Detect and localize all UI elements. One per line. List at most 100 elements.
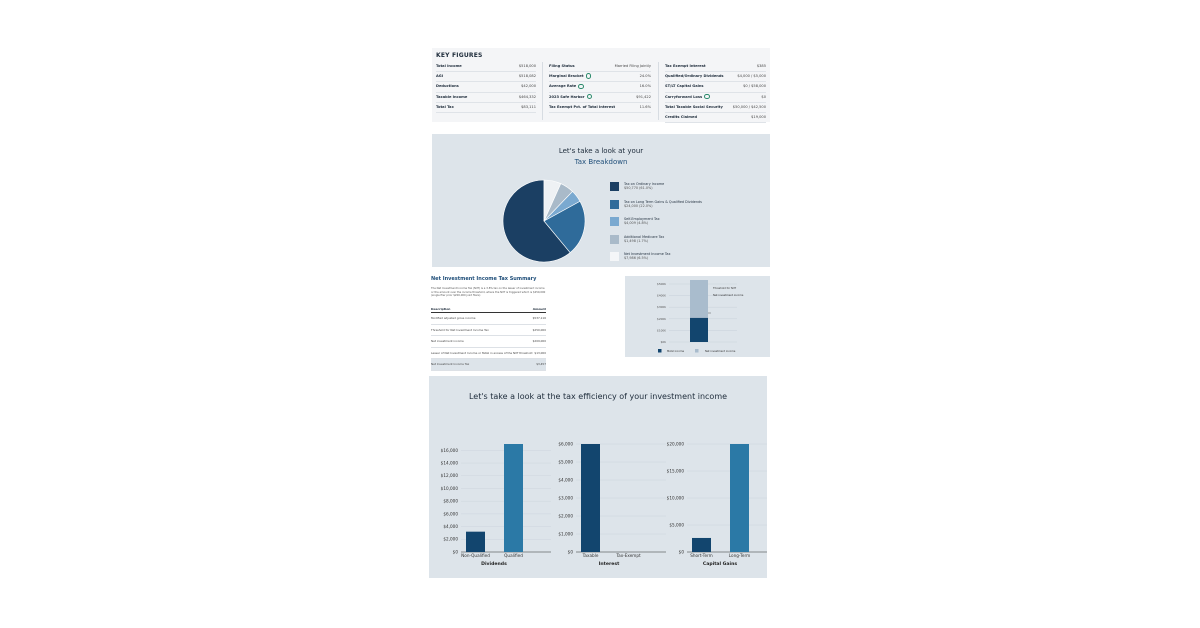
row-description: Net investment income [431, 339, 464, 343]
key-figures-title: KEY FIGURES [436, 52, 483, 59]
tick-label: $2,000 [558, 513, 573, 518]
key-figure-row: Tax Exempt Pct. of Total Interest 11.6% [549, 103, 651, 113]
tax-breakdown-panel: Let's take a look at your Tax Breakdown … [432, 134, 770, 267]
legend-swatch [610, 199, 619, 209]
legend-swatch [695, 349, 699, 353]
row-amount: $209,000 [532, 339, 546, 343]
info-icon[interactable] [585, 73, 591, 79]
key-figure-row: Taxable Income $464,332 [436, 93, 536, 103]
legend-detail: $24,000 (22.0%) [624, 203, 653, 208]
tick-label: $0 [568, 549, 574, 554]
key-figure-row: Average Rate 16.0% [549, 82, 651, 93]
legend-swatch [610, 252, 619, 261]
key-figure-label: Average Rate [549, 82, 584, 91]
key-figure-label: Credits Claimed [665, 114, 698, 119]
key-figure-label: Qualified/Ordinary Dividends [665, 74, 724, 79]
tick-label: $4,000 [443, 524, 458, 529]
bar [730, 444, 749, 552]
row-description: Net Investment Income Tax [431, 362, 470, 366]
tick-label: $15,000 [667, 468, 685, 473]
key-figure-value: $83,111 [521, 104, 536, 109]
row-amount: $3,457 [536, 362, 546, 366]
key-figure-row: Total Taxable Social Security $50,000 / $… [665, 103, 766, 113]
bar [466, 531, 485, 552]
tick-label: $500K [657, 282, 666, 286]
pie-slice [543, 179, 562, 222]
tax-breakdown-heading: Let's take a look at your [558, 147, 644, 155]
legend-swatch [610, 217, 619, 226]
key-figure-row: Total Tax $83,111 [436, 103, 536, 113]
key-figure-value: $464,332 [518, 94, 536, 99]
key-figure-label: AGI [436, 74, 444, 79]
legend-text: Tax on Long Term Gains & Qualified Divid… [624, 200, 764, 209]
key-figure-row: AGI $518,082 [436, 72, 536, 83]
key-figure-label: Carryforward Loss [665, 93, 710, 102]
key-figure-value: Married Filing Jointly [614, 64, 651, 68]
tick-label: $6,000 [443, 511, 458, 516]
tick-label: $1,000 [558, 531, 573, 536]
bar-segment-dark [690, 317, 708, 342]
info-icon[interactable] [704, 93, 710, 100]
key-figure-value: $19,000 [751, 114, 766, 119]
key-figure-value: $42,000 [521, 84, 536, 89]
key-figure-row: Deductions $42,000 [436, 82, 536, 93]
tax-breakdown-pie-chart [502, 179, 586, 263]
chart-title: Capital Gains [703, 561, 738, 567]
legend-label: MAGI income [667, 349, 684, 353]
row-description: Modified adjusted gross income [431, 316, 476, 320]
legend-text: Additional Medicare Tax $1,498 (1.7%) [624, 235, 764, 244]
key-figure-row: ST/LT Capital Gains $0 / $58,000 [665, 82, 766, 93]
tick-label: $14,000 [441, 460, 459, 465]
key-figure-label: 2023 Safe Harbor [549, 93, 592, 102]
tax-breakdown-subheading: Tax Breakdown [574, 158, 628, 166]
category-label: Tax-Exempt [615, 553, 641, 558]
annotation-net-investment: Net investment income [713, 293, 744, 297]
table-row: Net investment income $209,000 [431, 336, 546, 348]
info-icon[interactable] [586, 93, 592, 100]
key-figure-row: Total Income $518,000 [436, 62, 536, 73]
tick-label: $300K [657, 305, 666, 309]
tick-label: $12,000 [441, 473, 459, 478]
row-amount: $250,000 [532, 327, 546, 332]
legend-detail: $7,986 (6.5%) [624, 256, 649, 261]
tax-efficiency-charts: $0 $2,000 $4,000 $6,000 $8,000 $10,000 $12,000… [441, 441, 767, 567]
tax-efficiency-title: Let's take a look at the tax efficiency … [468, 392, 728, 401]
tick-label: $5,000 [669, 522, 684, 527]
bar [692, 537, 711, 552]
category-label: Long-Term [729, 553, 750, 558]
key-figure-value: $518,000 [518, 64, 536, 68]
key-figures-column-3: Tax Exempt Interest $385 Qualified/Ordinar… [665, 62, 766, 124]
key-figure-row: Marginal Bracket 24.0% [549, 72, 651, 83]
bar [581, 444, 600, 552]
tick-label: $10,000 [441, 486, 459, 491]
category-label: Short-Term [690, 553, 713, 558]
tick-label: $8,000 [443, 499, 458, 504]
key-figure-label: Total Income [436, 64, 462, 68]
legend-label: Additional Medicare Tax [624, 234, 665, 239]
niit-title: Net Investment Income Tax Summary [431, 276, 537, 282]
info-icon[interactable] [578, 83, 584, 90]
key-figure-row: Tax Exempt Interest $385 [665, 62, 766, 73]
tick-label: $6,000 [558, 441, 573, 446]
legend-swatch [610, 234, 619, 244]
legend-swatch [658, 349, 662, 353]
tick-label: $3,000 [558, 495, 573, 500]
niit-summary: Net Investment Income Tax Summary The Ne… [431, 276, 546, 371]
bar-segment-light [690, 280, 708, 318]
legend-label: Net investment income [705, 349, 736, 353]
tick-label: $0K [661, 340, 667, 344]
legend-detail: $1,498 (1.7%) [624, 238, 649, 243]
chart-title: Dividends [481, 561, 507, 567]
key-figure-value: $50,000 / $42,500 [732, 104, 766, 109]
key-figure-value: 16.0% [639, 84, 651, 89]
key-figure-value: $91,422 [636, 94, 651, 99]
tick-label: $2,000 [443, 537, 458, 542]
legend-detail: $50,770 (61.0%) [624, 186, 653, 191]
key-figure-value: $4,000 / $5,000 [737, 74, 766, 79]
pie-slice [502, 179, 571, 263]
pie-slice [543, 200, 586, 254]
key-figure-value: 11.6% [639, 104, 651, 109]
header-amount: Amount [532, 307, 546, 311]
legend-detail: $4,009 (4.8%) [624, 221, 649, 226]
tick-label: $200K [657, 317, 666, 321]
